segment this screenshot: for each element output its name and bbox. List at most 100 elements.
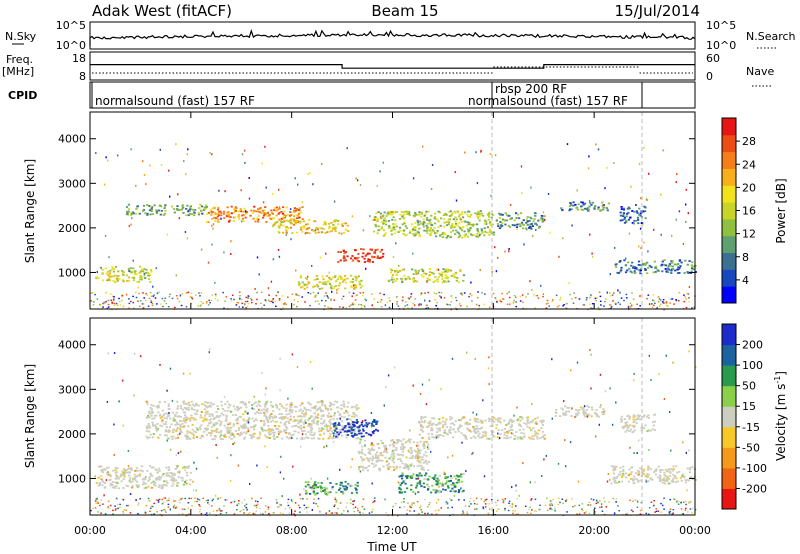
velocity-echo-cell bbox=[404, 482, 407, 485]
velocity-echo-cell bbox=[448, 480, 451, 483]
velocity-echo-cell bbox=[367, 452, 370, 454]
velocity-echo-cell bbox=[357, 450, 360, 453]
velocity-echo-cell bbox=[392, 445, 395, 448]
power-echo-cell bbox=[296, 294, 299, 296]
power-echo-cell bbox=[262, 214, 266, 217]
power-echo-cell bbox=[198, 292, 200, 294]
power-echo-cell bbox=[256, 298, 258, 301]
velocity-echo-cell bbox=[289, 437, 292, 440]
velocity-echo-cell bbox=[360, 423, 363, 426]
velocity-echo-cell bbox=[171, 485, 174, 487]
power-echo-cell bbox=[103, 183, 106, 186]
power-echo-cell bbox=[477, 210, 480, 213]
power-echo-cell bbox=[97, 277, 100, 280]
power-echo-cell bbox=[546, 299, 549, 302]
power-echo-cell bbox=[540, 215, 543, 217]
power-echo-cell bbox=[588, 205, 591, 208]
power-echo-cell bbox=[492, 231, 496, 234]
power-echo-cell bbox=[106, 270, 110, 273]
velocity-echo-cell bbox=[422, 482, 425, 485]
power-echo-cell bbox=[190, 208, 193, 210]
velocity-echo-cell bbox=[676, 471, 679, 474]
power-echo-cell bbox=[235, 304, 238, 306]
power-echo-cell bbox=[569, 208, 572, 211]
velocity-echo-cell bbox=[675, 465, 678, 468]
power-echo-cell bbox=[371, 304, 373, 307]
power-echo-cell bbox=[451, 224, 454, 227]
power-echo-cell bbox=[480, 228, 483, 231]
power-echo-cell bbox=[446, 277, 449, 280]
velocity-echo-cell bbox=[367, 460, 371, 463]
power-echo-cell bbox=[150, 207, 153, 210]
power-echo-cell bbox=[463, 234, 466, 237]
velocity-echo-cell bbox=[613, 476, 616, 479]
velocity-echo-cell bbox=[206, 424, 210, 427]
power-echo-cell bbox=[96, 271, 98, 273]
velocity-echo-cell bbox=[284, 416, 287, 418]
power-echo-cell bbox=[271, 225, 274, 228]
velocity-echo-cell bbox=[592, 499, 595, 501]
power-echo-cell bbox=[504, 250, 506, 253]
velocity-echo-cell bbox=[101, 480, 104, 482]
velocity-echo-cell bbox=[350, 431, 353, 434]
velocity-echo-cell bbox=[210, 505, 213, 507]
power-echo-cell bbox=[200, 292, 203, 294]
power-echo-cell bbox=[670, 298, 672, 300]
velocity-echo-cell bbox=[633, 415, 636, 418]
power-echo-cell bbox=[306, 223, 309, 225]
velocity-echo-cell bbox=[320, 404, 324, 407]
power-echo-cell bbox=[356, 259, 359, 262]
power-echo-cell bbox=[425, 224, 428, 227]
velocity-echo-cell bbox=[660, 511, 662, 513]
velocity-echo-cell bbox=[335, 406, 339, 409]
velocity-echo-cell bbox=[400, 460, 403, 462]
velocity-echo-cell bbox=[629, 472, 632, 475]
velocity-echo-cell bbox=[138, 473, 142, 476]
velocity-echo-cell bbox=[633, 425, 636, 427]
power-echo-cell bbox=[462, 216, 465, 219]
power-echo-cell bbox=[434, 279, 437, 282]
power-echo-cell bbox=[396, 301, 398, 303]
velocity-echo-cell bbox=[373, 465, 376, 468]
velocity-echo-cell bbox=[435, 513, 438, 515]
velocity-echo-cell bbox=[122, 512, 125, 514]
velocity-echo-cell bbox=[154, 468, 157, 471]
power-echo-cell bbox=[588, 200, 591, 202]
velocity-echo-cell bbox=[417, 460, 420, 463]
velocity-echo-cell bbox=[461, 417, 464, 420]
velocity-echo-cell bbox=[209, 434, 212, 437]
velocity-echo-cell bbox=[632, 414, 635, 417]
power-echo-cell bbox=[407, 297, 410, 299]
velocity-echo-cell bbox=[316, 492, 319, 495]
power-echo-cell bbox=[118, 278, 121, 280]
power-echo-cell bbox=[376, 248, 379, 251]
power-echo-cell bbox=[454, 220, 457, 223]
power-echo-cell bbox=[245, 296, 248, 299]
velocity-echo-cell bbox=[285, 436, 288, 439]
velocity-echo-cell bbox=[335, 426, 338, 429]
velocity-echo-cell bbox=[459, 424, 462, 427]
power-echo-cell bbox=[538, 225, 541, 228]
power-echo-cell bbox=[176, 295, 178, 297]
velocity-echo-cell bbox=[575, 412, 578, 415]
velocity-echo-cell bbox=[486, 437, 489, 440]
power-echo-cell bbox=[385, 215, 388, 217]
power-echo-cell bbox=[210, 211, 214, 214]
velocity-echo-cell bbox=[395, 466, 399, 469]
velocity-echo-cell bbox=[451, 487, 454, 490]
velocity-echo-cell bbox=[399, 506, 401, 509]
velocity-echo-cell bbox=[236, 433, 239, 435]
power-echo-cell bbox=[258, 211, 262, 213]
velocity-echo-cell bbox=[148, 412, 151, 415]
velocity-echo-cell bbox=[647, 473, 650, 476]
power-echo-cell bbox=[230, 212, 233, 215]
velocity-echo-cell bbox=[264, 505, 267, 507]
power-echo-cell bbox=[324, 222, 327, 224]
power-echo-cell bbox=[132, 212, 135, 215]
power-echo-cell bbox=[423, 229, 426, 232]
velocity-echo-cell bbox=[582, 412, 585, 414]
velocity-echo-cell bbox=[434, 474, 437, 477]
velocity-echo-cell bbox=[430, 427, 433, 429]
velocity-echo-cell bbox=[672, 465, 675, 468]
velocity-echo-cell bbox=[254, 513, 256, 515]
